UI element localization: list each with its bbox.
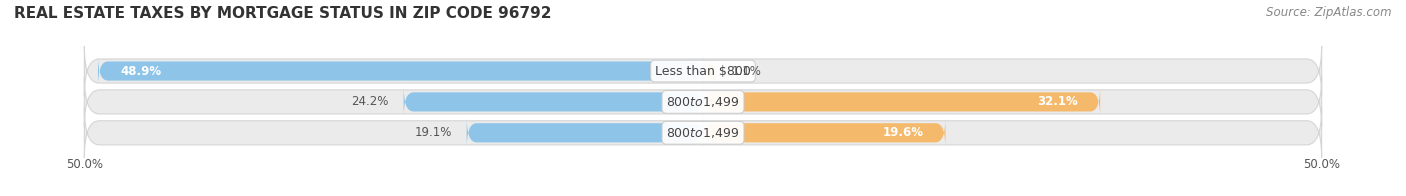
- FancyBboxPatch shape: [84, 46, 1322, 96]
- Text: 19.1%: 19.1%: [415, 126, 451, 139]
- Text: Less than $800: Less than $800: [655, 64, 751, 78]
- Text: 48.9%: 48.9%: [121, 64, 162, 78]
- Text: $800 to $1,499: $800 to $1,499: [666, 126, 740, 140]
- FancyBboxPatch shape: [703, 56, 717, 86]
- FancyBboxPatch shape: [404, 87, 703, 117]
- Text: REAL ESTATE TAXES BY MORTGAGE STATUS IN ZIP CODE 96792: REAL ESTATE TAXES BY MORTGAGE STATUS IN …: [14, 6, 551, 21]
- FancyBboxPatch shape: [703, 87, 1099, 117]
- Text: 24.2%: 24.2%: [352, 95, 388, 108]
- FancyBboxPatch shape: [467, 118, 703, 148]
- Text: Source: ZipAtlas.com: Source: ZipAtlas.com: [1267, 6, 1392, 19]
- Text: 32.1%: 32.1%: [1038, 95, 1078, 108]
- FancyBboxPatch shape: [98, 56, 703, 86]
- Text: 19.6%: 19.6%: [882, 126, 924, 139]
- FancyBboxPatch shape: [703, 118, 945, 148]
- FancyBboxPatch shape: [84, 77, 1322, 127]
- Text: $800 to $1,499: $800 to $1,499: [666, 95, 740, 109]
- FancyBboxPatch shape: [84, 108, 1322, 158]
- Text: 1.1%: 1.1%: [731, 64, 761, 78]
